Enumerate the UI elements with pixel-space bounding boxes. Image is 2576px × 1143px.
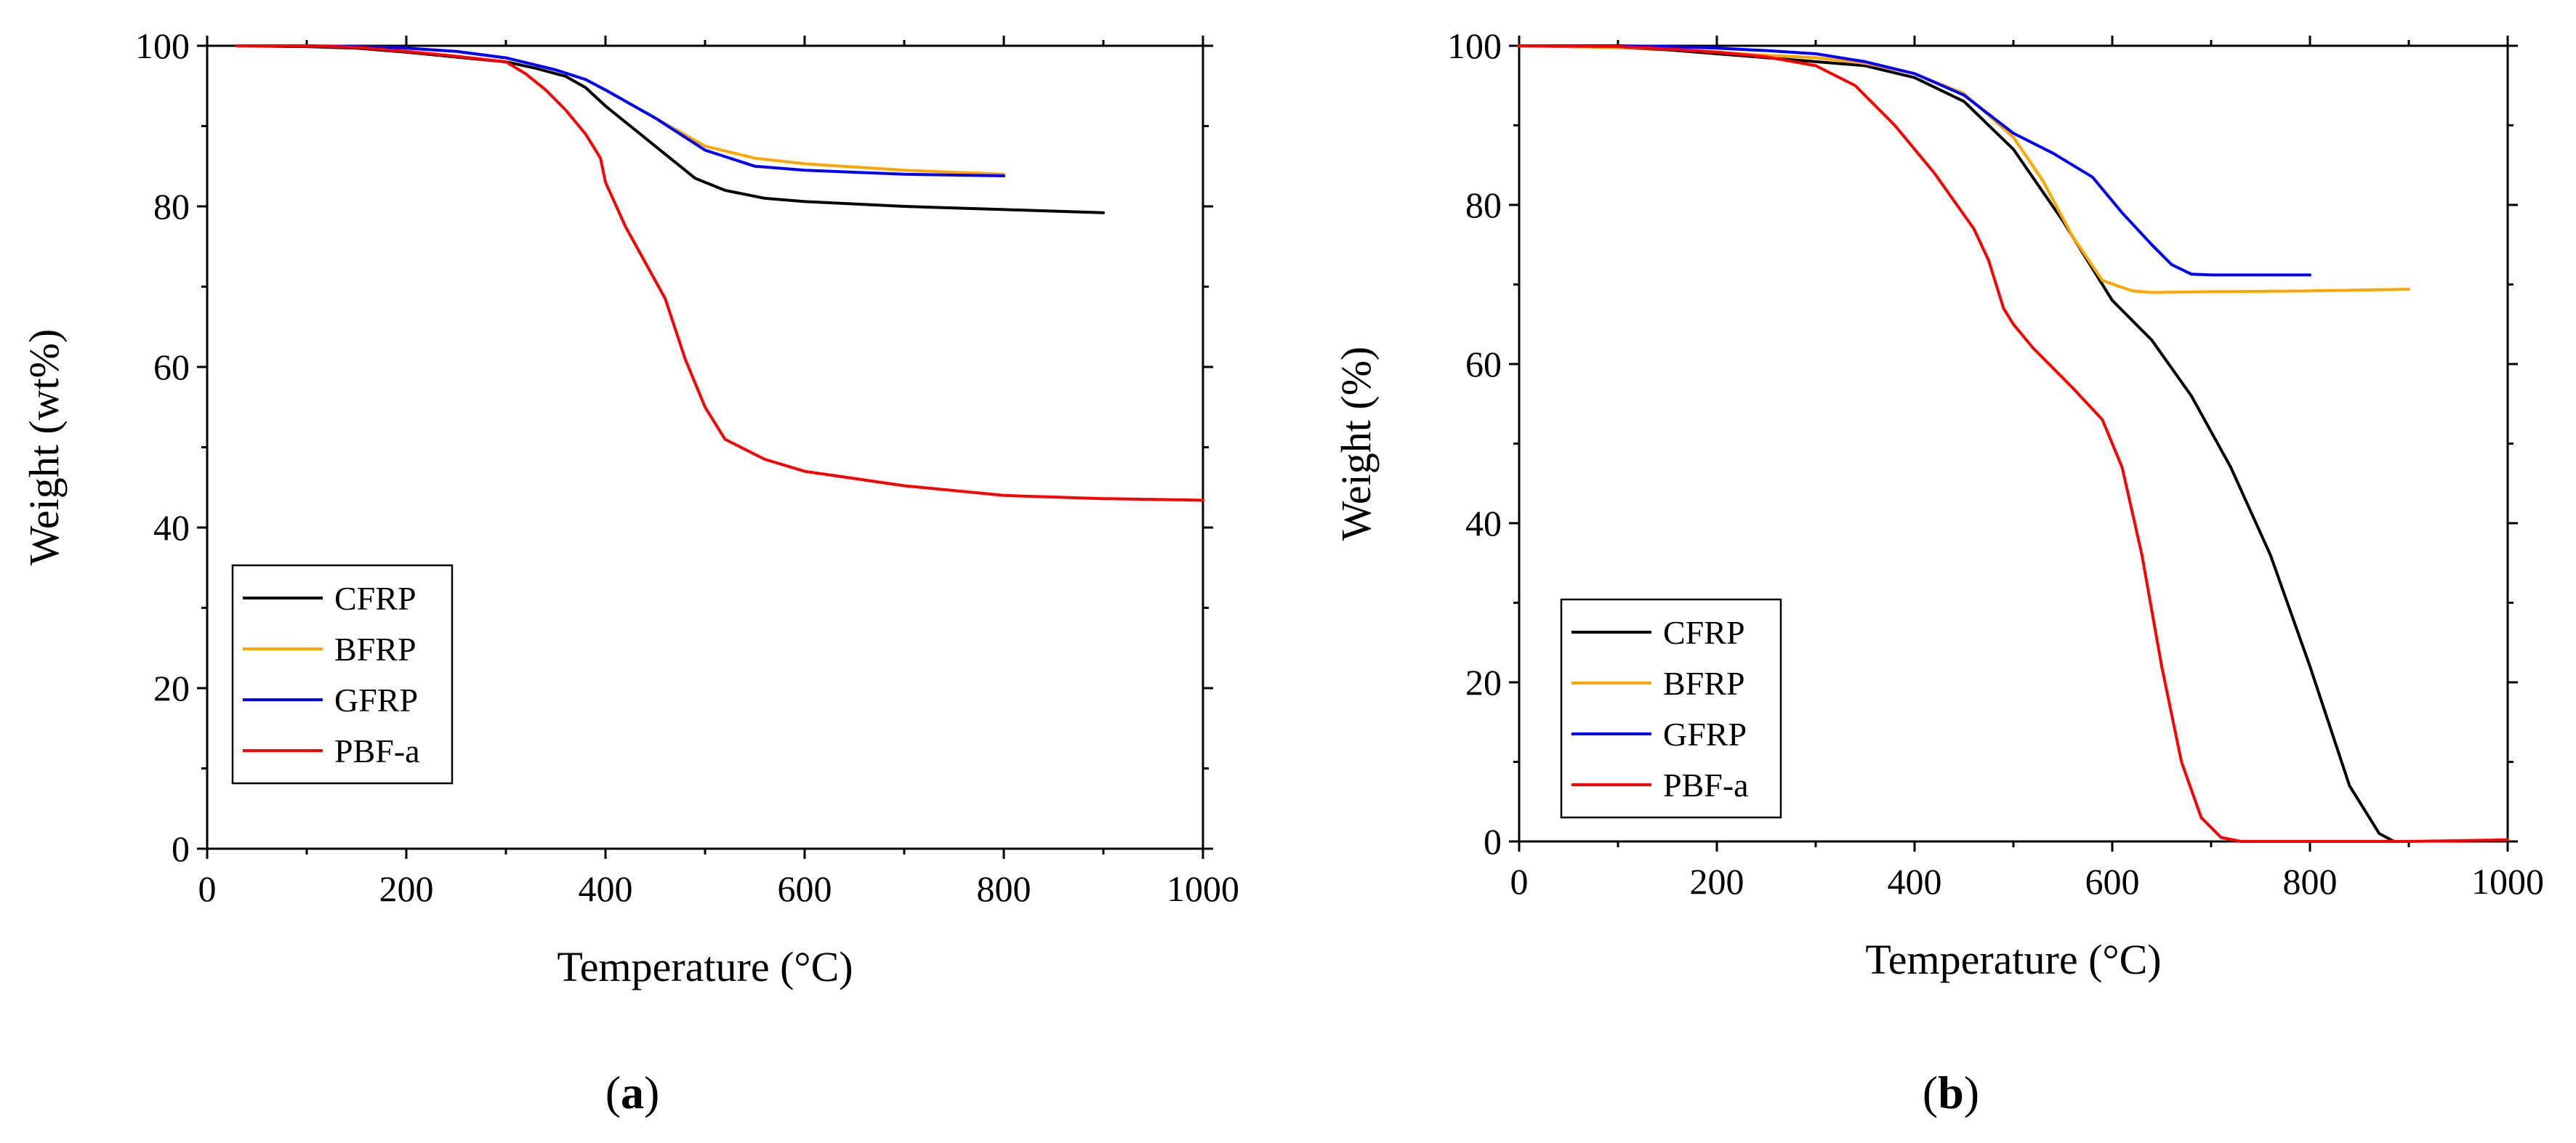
- y-tick-label: 20: [153, 668, 190, 708]
- x-tick-label: 1000: [2471, 861, 2544, 902]
- y-axis-title: Weight (%): [1332, 347, 1380, 541]
- x-tick-label: 800: [977, 868, 1031, 909]
- y-tick-label: 80: [1465, 185, 1502, 225]
- y-tick-label: 0: [1484, 821, 1502, 862]
- x-tick-label: 1000: [1167, 868, 1239, 909]
- caption-letter: b: [1938, 1067, 1964, 1118]
- legend-label: GFRP: [1663, 716, 1747, 753]
- series-line-bfrp: [1518, 44, 2410, 294]
- legend-label: CFRP: [334, 580, 416, 617]
- y-tick-label: 0: [172, 828, 190, 869]
- x-tick-label: 800: [2283, 861, 2338, 902]
- x-tick-label: 0: [1510, 861, 1529, 902]
- panel-caption: (a): [605, 1067, 660, 1118]
- caption-letter: a: [621, 1067, 644, 1118]
- x-tick-label: 200: [379, 868, 434, 909]
- x-tick-label: 0: [198, 868, 217, 909]
- caption-paren-open: (: [1923, 1067, 1938, 1118]
- y-tick-label: 60: [153, 347, 190, 387]
- x-axis-title: Temperature (°C): [1865, 936, 2161, 983]
- y-tick-label: 80: [153, 186, 190, 227]
- legend-box: [231, 564, 454, 785]
- series-line-pbf-a: [236, 44, 1204, 502]
- series-line-gfrp: [1518, 44, 2311, 277]
- panel-caption: (b): [1923, 1067, 1979, 1118]
- y-tick-label: 40: [153, 507, 190, 548]
- y-tick-label: 20: [1465, 662, 1502, 703]
- legend-label: CFRP: [1663, 614, 1745, 651]
- chart-b: 0 200 400 600 800 1000 0 20 40 60 80 100 Temperature…: [1332, 25, 2544, 1118]
- series-line-bfrp: [236, 44, 1005, 176]
- x-tick-label: 600: [2085, 861, 2140, 902]
- x-tick-label: 400: [579, 868, 633, 909]
- legend-label: BFRP: [334, 631, 416, 668]
- y-tick-label: 100: [1447, 25, 1502, 66]
- caption-paren-close: ): [1964, 1067, 1979, 1118]
- caption-paren-open: (: [605, 1067, 621, 1118]
- chart-a: 0 200 400 600 800 1000 0 20 40 60 80 100 Temperature…: [20, 25, 1239, 1118]
- y-axis-title: Weight (wt%): [20, 329, 68, 566]
- x-tick-label: 200: [1690, 861, 1744, 902]
- y-tick-label: 40: [1465, 503, 1502, 544]
- x-tick-label: 600: [778, 868, 832, 909]
- legend-label: GFRP: [334, 682, 418, 719]
- y-tick-label: 100: [135, 25, 190, 66]
- legend-box: [1560, 598, 1782, 819]
- series-line-gfrp: [236, 44, 1005, 177]
- y-tick-label: 60: [1465, 344, 1502, 384]
- x-tick-label: 400: [1888, 861, 1942, 902]
- legend-label: PBF-a: [334, 732, 420, 770]
- caption-paren-close: ): [644, 1067, 659, 1118]
- x-axis-title: Temperature (°C): [557, 943, 853, 990]
- series-line-cfrp: [1518, 44, 2396, 843]
- series-line-pbf-a: [1518, 44, 2509, 843]
- legend-label: BFRP: [1663, 665, 1745, 702]
- legend-label: PBF-a: [1663, 767, 1749, 804]
